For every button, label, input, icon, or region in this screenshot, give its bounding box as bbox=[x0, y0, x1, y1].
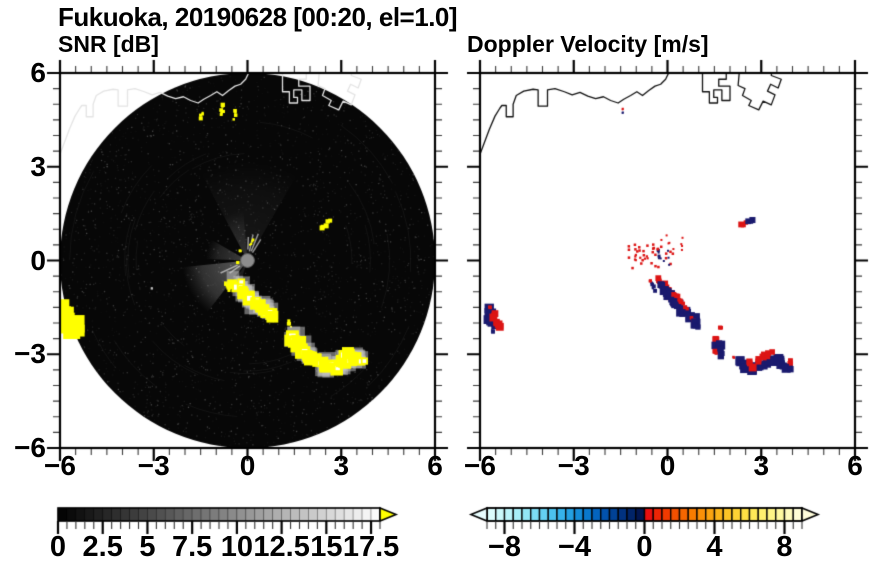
radar-figure: Fukuoka, 20190628 [00:20, el=1.0] SNR [d… bbox=[0, 0, 870, 570]
radar-plot-canvas bbox=[0, 0, 870, 570]
